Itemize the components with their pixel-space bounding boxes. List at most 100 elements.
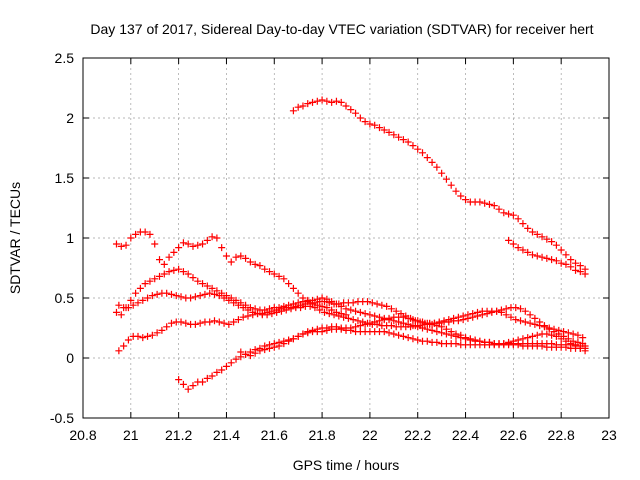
data-point xyxy=(524,224,532,232)
data-point xyxy=(531,314,539,322)
data-point xyxy=(194,277,202,285)
data-point xyxy=(545,324,553,332)
data-point xyxy=(349,299,357,307)
data-point xyxy=(146,277,154,285)
data-point xyxy=(538,253,546,261)
data-point xyxy=(390,330,398,338)
data-point xyxy=(311,299,319,307)
data-point xyxy=(177,318,185,326)
y-tick-label: 2.5 xyxy=(55,50,75,66)
data-point xyxy=(552,241,560,249)
data-point xyxy=(318,328,326,336)
data-point xyxy=(199,240,207,248)
data-point xyxy=(521,307,529,315)
data-point xyxy=(557,246,565,254)
data-point xyxy=(502,305,510,313)
data-point xyxy=(433,322,441,330)
data-point xyxy=(502,311,510,319)
data-point xyxy=(397,310,405,318)
data-point xyxy=(170,248,178,256)
data-point xyxy=(323,326,331,334)
data-point xyxy=(120,342,128,350)
data-point xyxy=(287,304,295,312)
data-point xyxy=(509,211,517,219)
data-point xyxy=(423,154,431,162)
data-point xyxy=(423,337,431,345)
data-point xyxy=(277,305,285,313)
data-point xyxy=(361,118,369,126)
x-axis-ticks: 20.8 21 21.2 21.4 21.6 21.8 22 22.2 22.4 22.6 22.8… xyxy=(69,58,617,443)
data-point xyxy=(246,352,254,360)
data-point xyxy=(265,268,273,276)
data-point xyxy=(208,372,216,380)
data-point xyxy=(191,320,199,328)
data-point xyxy=(576,268,584,276)
data-point xyxy=(280,275,288,283)
data-point xyxy=(352,307,360,315)
data-point xyxy=(399,332,407,340)
data-point xyxy=(313,97,321,105)
data-point xyxy=(273,306,281,314)
y-tick-label: 1 xyxy=(66,230,74,246)
data-point xyxy=(318,96,326,104)
x-tick-label: 23 xyxy=(601,427,617,443)
data-point xyxy=(409,335,417,343)
data-point xyxy=(299,330,307,338)
series-arc-8 xyxy=(237,325,589,360)
data-point xyxy=(220,319,228,327)
data-point xyxy=(452,330,460,338)
x-tick-label: 21.6 xyxy=(261,427,288,443)
data-point xyxy=(562,260,570,268)
data-point xyxy=(548,256,556,264)
x-tick-label: 21.8 xyxy=(308,427,335,443)
y-tick-label: 2 xyxy=(66,110,74,126)
data-point xyxy=(395,133,403,141)
data-point xyxy=(263,308,271,316)
data-point xyxy=(201,290,209,298)
data-point xyxy=(433,163,441,171)
data-point xyxy=(548,238,556,246)
data-point xyxy=(572,259,580,267)
data-point xyxy=(375,317,383,325)
data-point xyxy=(320,298,328,306)
data-point xyxy=(454,313,462,321)
y-tick-label: -0.5 xyxy=(50,410,74,426)
data-point xyxy=(244,306,252,314)
data-point xyxy=(146,230,154,238)
data-point xyxy=(428,320,436,328)
data-point xyxy=(316,306,324,314)
data-point xyxy=(177,293,185,301)
data-point xyxy=(206,318,214,326)
data-point xyxy=(505,236,513,244)
data-point xyxy=(533,331,541,339)
data-point xyxy=(356,322,364,330)
data-point xyxy=(237,348,245,356)
data-point xyxy=(457,192,465,200)
data-point xyxy=(225,296,233,304)
data-point xyxy=(361,320,369,328)
data-point xyxy=(122,241,130,249)
data-point xyxy=(543,330,551,338)
data-point xyxy=(387,322,395,330)
x-tick-label: 22.8 xyxy=(548,427,575,443)
data-point xyxy=(249,311,257,319)
data-point xyxy=(148,331,156,339)
data-point xyxy=(399,136,407,144)
data-point xyxy=(148,292,156,300)
data-point xyxy=(270,343,278,351)
data-point xyxy=(509,240,517,248)
data-point xyxy=(414,317,422,325)
data-point xyxy=(380,126,388,134)
data-point xyxy=(165,253,173,261)
data-point xyxy=(462,196,470,204)
data-point xyxy=(459,312,467,320)
data-point xyxy=(548,331,556,339)
data-point xyxy=(261,265,269,273)
data-point xyxy=(251,260,259,268)
data-point xyxy=(409,316,417,324)
data-point xyxy=(299,102,307,110)
data-point xyxy=(213,287,221,295)
data-point xyxy=(246,258,254,266)
data-point xyxy=(218,244,226,252)
data-point xyxy=(337,325,345,333)
